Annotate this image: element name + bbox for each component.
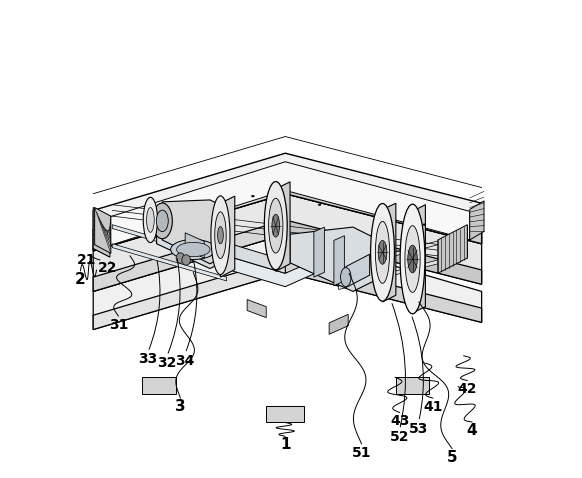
Polygon shape: [247, 300, 266, 318]
Polygon shape: [93, 207, 110, 257]
Ellipse shape: [400, 204, 425, 314]
Polygon shape: [329, 315, 348, 334]
Ellipse shape: [385, 215, 388, 217]
Ellipse shape: [171, 219, 173, 221]
Polygon shape: [93, 172, 285, 251]
Polygon shape: [221, 196, 235, 277]
Polygon shape: [339, 233, 467, 271]
Text: 22: 22: [98, 261, 117, 274]
Polygon shape: [470, 201, 484, 240]
Polygon shape: [186, 241, 358, 287]
Polygon shape: [339, 252, 467, 290]
Ellipse shape: [147, 207, 154, 232]
Polygon shape: [162, 200, 232, 264]
Polygon shape: [346, 254, 370, 288]
Ellipse shape: [157, 210, 168, 232]
Polygon shape: [112, 225, 226, 262]
Text: 32: 32: [157, 356, 177, 370]
Text: 34: 34: [176, 354, 195, 368]
Polygon shape: [93, 234, 482, 329]
Polygon shape: [93, 153, 482, 251]
Polygon shape: [285, 220, 482, 284]
Polygon shape: [382, 203, 396, 302]
Text: 53: 53: [409, 422, 428, 435]
Text: 52: 52: [390, 430, 409, 444]
Ellipse shape: [171, 239, 216, 260]
Ellipse shape: [269, 198, 283, 253]
Text: 3: 3: [175, 399, 186, 414]
Text: 42: 42: [457, 382, 477, 396]
Polygon shape: [93, 220, 285, 292]
Polygon shape: [93, 194, 482, 292]
Polygon shape: [266, 406, 304, 423]
Ellipse shape: [211, 196, 230, 274]
Text: 1: 1: [280, 437, 290, 452]
Polygon shape: [112, 244, 226, 281]
Ellipse shape: [378, 240, 387, 264]
Text: 5: 5: [447, 450, 457, 465]
Ellipse shape: [218, 227, 223, 244]
Polygon shape: [142, 377, 176, 394]
Polygon shape: [285, 172, 482, 244]
Ellipse shape: [318, 204, 321, 206]
Polygon shape: [186, 230, 285, 273]
Polygon shape: [185, 233, 204, 258]
Ellipse shape: [251, 195, 254, 197]
Polygon shape: [413, 205, 425, 313]
Ellipse shape: [408, 245, 417, 273]
Polygon shape: [93, 258, 285, 329]
Ellipse shape: [264, 182, 287, 270]
Ellipse shape: [423, 224, 426, 226]
Ellipse shape: [215, 212, 226, 259]
Text: 41: 41: [423, 400, 443, 414]
Ellipse shape: [182, 255, 190, 265]
Polygon shape: [276, 182, 290, 272]
Ellipse shape: [176, 253, 184, 263]
Ellipse shape: [152, 203, 172, 239]
Text: 33: 33: [139, 352, 158, 366]
Polygon shape: [95, 207, 111, 253]
Ellipse shape: [272, 214, 279, 237]
Polygon shape: [290, 227, 377, 292]
Polygon shape: [108, 162, 470, 246]
Ellipse shape: [340, 268, 351, 287]
Polygon shape: [396, 377, 429, 394]
Polygon shape: [314, 227, 324, 277]
Polygon shape: [334, 236, 345, 286]
Text: 21: 21: [77, 253, 97, 268]
Text: 51: 51: [352, 445, 371, 459]
Text: 2: 2: [75, 272, 86, 287]
Ellipse shape: [371, 204, 395, 301]
Polygon shape: [285, 258, 482, 322]
Text: 4: 4: [467, 423, 477, 438]
Ellipse shape: [143, 197, 158, 242]
Text: 31: 31: [109, 318, 128, 332]
Polygon shape: [438, 225, 467, 273]
Ellipse shape: [147, 210, 150, 212]
Polygon shape: [157, 222, 234, 269]
Ellipse shape: [176, 242, 210, 257]
Ellipse shape: [405, 226, 420, 293]
Text: 43: 43: [390, 414, 409, 428]
Ellipse shape: [375, 221, 390, 283]
